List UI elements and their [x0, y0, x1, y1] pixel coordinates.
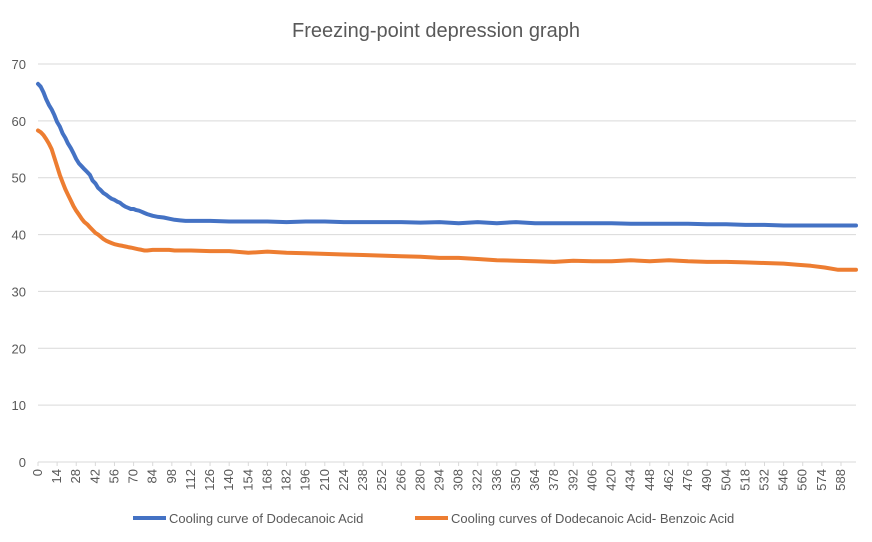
x-tick-label: 28	[68, 469, 83, 483]
x-tick-label: 224	[336, 469, 351, 491]
x-tick-label: 252	[374, 469, 389, 491]
x-tick-label: 182	[279, 469, 294, 491]
x-tick-label: 140	[221, 469, 236, 491]
x-tick-label: 588	[833, 469, 848, 491]
x-axis-ticks: 0 14 28 42 56 70 84 98 112 126 140 154 168 182 196 210 2…	[30, 462, 848, 491]
legend-label-1: Cooling curve of Dodecanoic Acid	[169, 511, 363, 526]
x-tick-label: 532	[757, 469, 772, 491]
series-line-2	[36, 128, 858, 272]
x-tick-label: 266	[393, 469, 408, 491]
x-tick-label: 294	[431, 469, 446, 491]
legend-label-2: Cooling curves of Dodecanoic Acid- Benzo…	[451, 511, 734, 526]
x-tick-label: 84	[145, 469, 160, 483]
x-tick-label: 98	[164, 469, 179, 483]
x-tick-label: 504	[718, 469, 733, 491]
grid-lines	[38, 63, 856, 463]
x-tick-label: 154	[240, 469, 255, 491]
x-tick-label: 14	[49, 469, 64, 483]
x-tick-label: 350	[508, 469, 523, 491]
x-tick-label: 490	[699, 469, 714, 491]
x-tick-label: 196	[298, 469, 313, 491]
x-tick-label: 308	[451, 469, 466, 491]
series-line-1	[36, 81, 858, 228]
y-tick-label: 30	[12, 284, 26, 299]
x-tick-label: 336	[489, 469, 504, 491]
series-lines	[36, 81, 858, 272]
x-tick-label: 280	[412, 469, 427, 491]
x-tick-label: 420	[604, 469, 619, 491]
y-tick-label: 20	[12, 341, 26, 356]
x-tick-label: 0	[30, 469, 45, 476]
y-tick-label: 40	[12, 228, 26, 243]
x-tick-label: 574	[814, 469, 829, 491]
x-tick-label: 434	[623, 469, 638, 491]
x-tick-label: 70	[126, 469, 141, 483]
x-tick-label: 476	[680, 469, 695, 491]
x-tick-label: 560	[795, 469, 810, 491]
x-tick-label: 322	[470, 469, 485, 491]
x-tick-label: 518	[737, 469, 752, 491]
x-tick-label: 126	[202, 469, 217, 491]
x-tick-label: 462	[661, 469, 676, 491]
chart-title: Freezing-point depression graph	[292, 20, 580, 42]
x-tick-label: 406	[584, 469, 599, 491]
x-tick-label: 42	[87, 469, 102, 483]
x-tick-label: 378	[546, 469, 561, 491]
x-tick-label: 546	[776, 469, 791, 491]
x-tick-label: 168	[259, 469, 274, 491]
y-tick-label: 50	[12, 171, 26, 186]
y-tick-label: 60	[12, 114, 26, 129]
x-tick-label: 112	[183, 469, 198, 490]
x-tick-label: 238	[355, 469, 370, 491]
y-tick-label: 10	[12, 398, 26, 413]
x-tick-label: 448	[642, 469, 657, 491]
y-tick-label: 70	[12, 57, 26, 72]
x-tick-label: 210	[317, 469, 332, 491]
legend: Cooling curve of Dodecanoic Acid Cooling …	[133, 511, 734, 526]
y-axis-ticks: 0 10 20 30 40 50 60 70	[12, 57, 26, 470]
x-tick-label: 392	[565, 469, 580, 491]
y-tick-label: 0	[19, 455, 26, 470]
x-tick-label: 364	[527, 469, 542, 491]
x-tick-label: 56	[106, 469, 121, 483]
